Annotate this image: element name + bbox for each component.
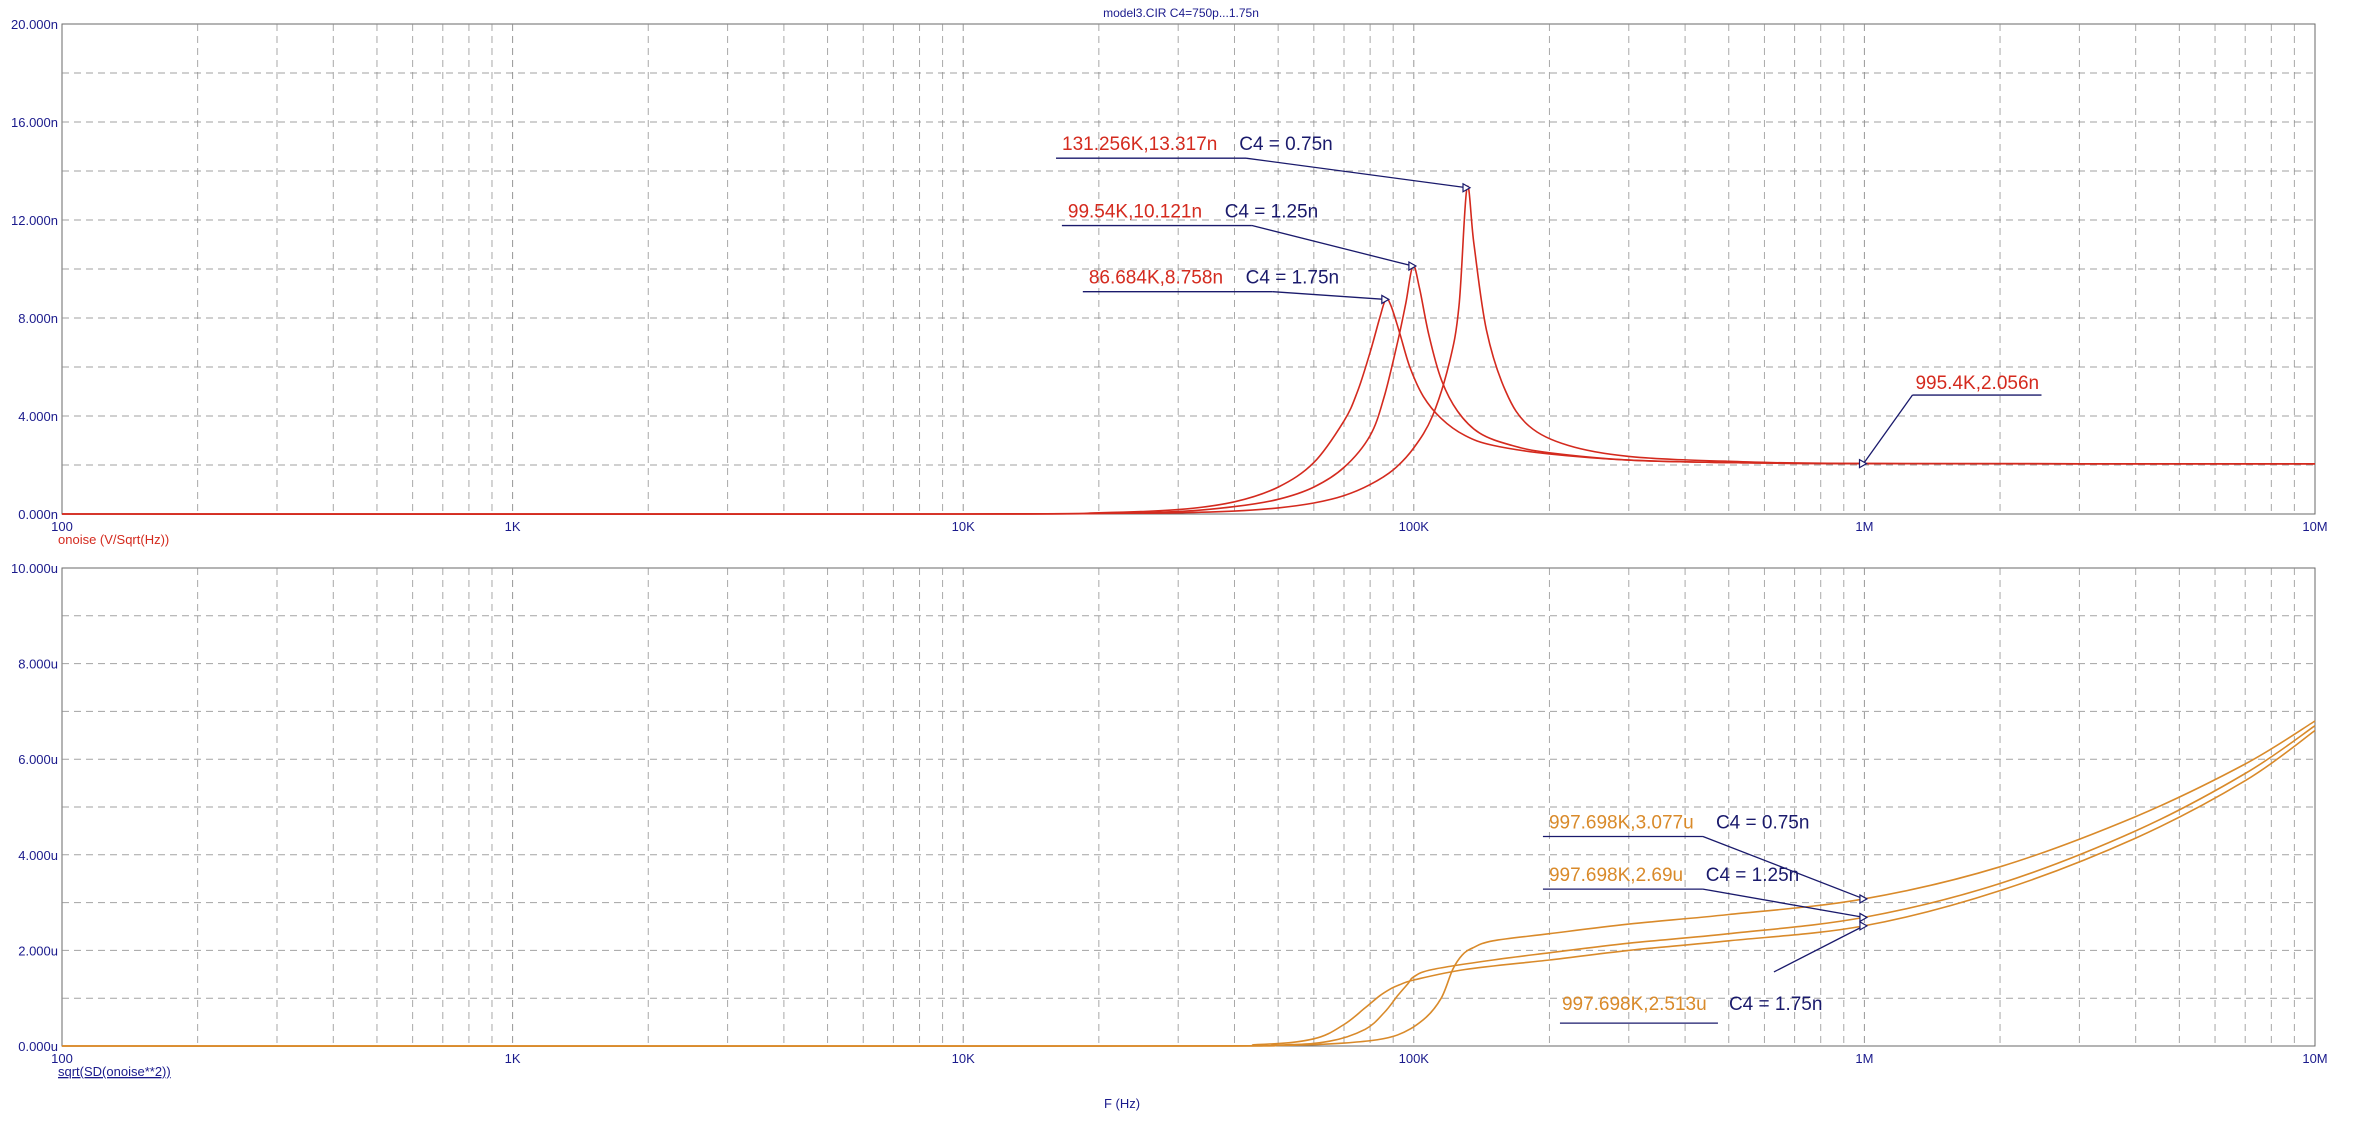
annotation-marker xyxy=(1859,920,1869,931)
annotation-marker xyxy=(1381,294,1391,305)
window-title: model3.CIR C4=750p...1.75n xyxy=(1103,6,1259,20)
annotation-leader xyxy=(1272,291,1386,301)
y-tick-label: 20.000n xyxy=(11,17,58,32)
trace-name-label: onoise (V/Sqrt(Hz)) xyxy=(58,532,169,547)
y-tick-label: 10.000u xyxy=(11,561,58,576)
x-axis-label: F (Hz) xyxy=(1104,1096,1140,1111)
y-tick-label: 0.000u xyxy=(18,1039,58,1054)
annotation-leader xyxy=(1773,925,1865,973)
x-tick-label: 100K xyxy=(1399,1051,1430,1066)
x-tick-label: 1M xyxy=(1855,519,1873,534)
annotation-marker xyxy=(1858,458,1868,469)
x-tick-label: 10K xyxy=(952,1051,975,1066)
y-tick-label: 2.000u xyxy=(18,943,58,958)
y-tick-label: 8.000u xyxy=(18,657,58,672)
annotation-value-label: 997.698K,2.513u xyxy=(1562,994,1707,1015)
x-tick-label: 10K xyxy=(952,519,975,534)
trace-name-label: sqrt(SD(onoise**2)) xyxy=(58,1064,171,1079)
annotation-value-label: 131.256K,13.317n xyxy=(1062,134,1217,155)
x-tick-label: 100 xyxy=(51,1051,73,1066)
annotation-marker xyxy=(1859,893,1869,904)
x-tick-label: 100 xyxy=(51,519,73,534)
y-tick-label: 6.000u xyxy=(18,752,58,767)
x-tick-label: 100K xyxy=(1399,519,1430,534)
series-line-1-2 xyxy=(61,729,2316,1047)
annotation-leader xyxy=(1862,394,1914,465)
annotation-marker xyxy=(1462,182,1472,193)
x-tick-label: 1K xyxy=(505,1051,521,1066)
y-tick-label: 8.000n xyxy=(18,311,58,326)
x-tick-label: 10M xyxy=(2302,519,2327,534)
annotation-param-label: C4 = 1.75n xyxy=(1729,994,1823,1015)
annotation-leader xyxy=(1702,835,1865,900)
annotation-value-label: 995.4K,2.056n xyxy=(1915,373,2039,394)
annotation-value-label: 997.698K,2.69u xyxy=(1549,865,1683,886)
annotation-leader xyxy=(1245,157,1468,189)
annotation-value-label: 86.684K,8.758n xyxy=(1089,268,1223,289)
y-tick-label: 16.000n xyxy=(11,115,58,130)
annotation-param-label: C4 = 0.75n xyxy=(1716,813,1810,834)
annotation-value-label: 997.698K,3.077u xyxy=(1549,813,1694,834)
y-tick-label: 4.000n xyxy=(18,409,58,424)
x-tick-label: 1K xyxy=(505,519,521,534)
annotation-param-label: C4 = 1.75n xyxy=(1246,268,1340,289)
x-tick-label: 10M xyxy=(2302,1051,2327,1066)
annotation-marker xyxy=(1859,912,1869,923)
annotation-param-label: C4 = 1.25n xyxy=(1225,202,1319,223)
annotation-leader xyxy=(1702,888,1865,919)
annotation-marker xyxy=(1408,261,1418,272)
annotation-param-label: C4 = 1.25n xyxy=(1706,865,1800,886)
annotation-leader xyxy=(1251,224,1414,267)
y-tick-label: 4.000u xyxy=(18,848,58,863)
x-tick-label: 1M xyxy=(1855,1051,1873,1066)
annotation-param-label: C4 = 0.75n xyxy=(1239,134,1333,155)
y-tick-label: 0.000n xyxy=(18,507,58,522)
y-tick-label: 12.000n xyxy=(11,213,58,228)
annotation-value-label: 99.54K,10.121n xyxy=(1068,202,1202,223)
